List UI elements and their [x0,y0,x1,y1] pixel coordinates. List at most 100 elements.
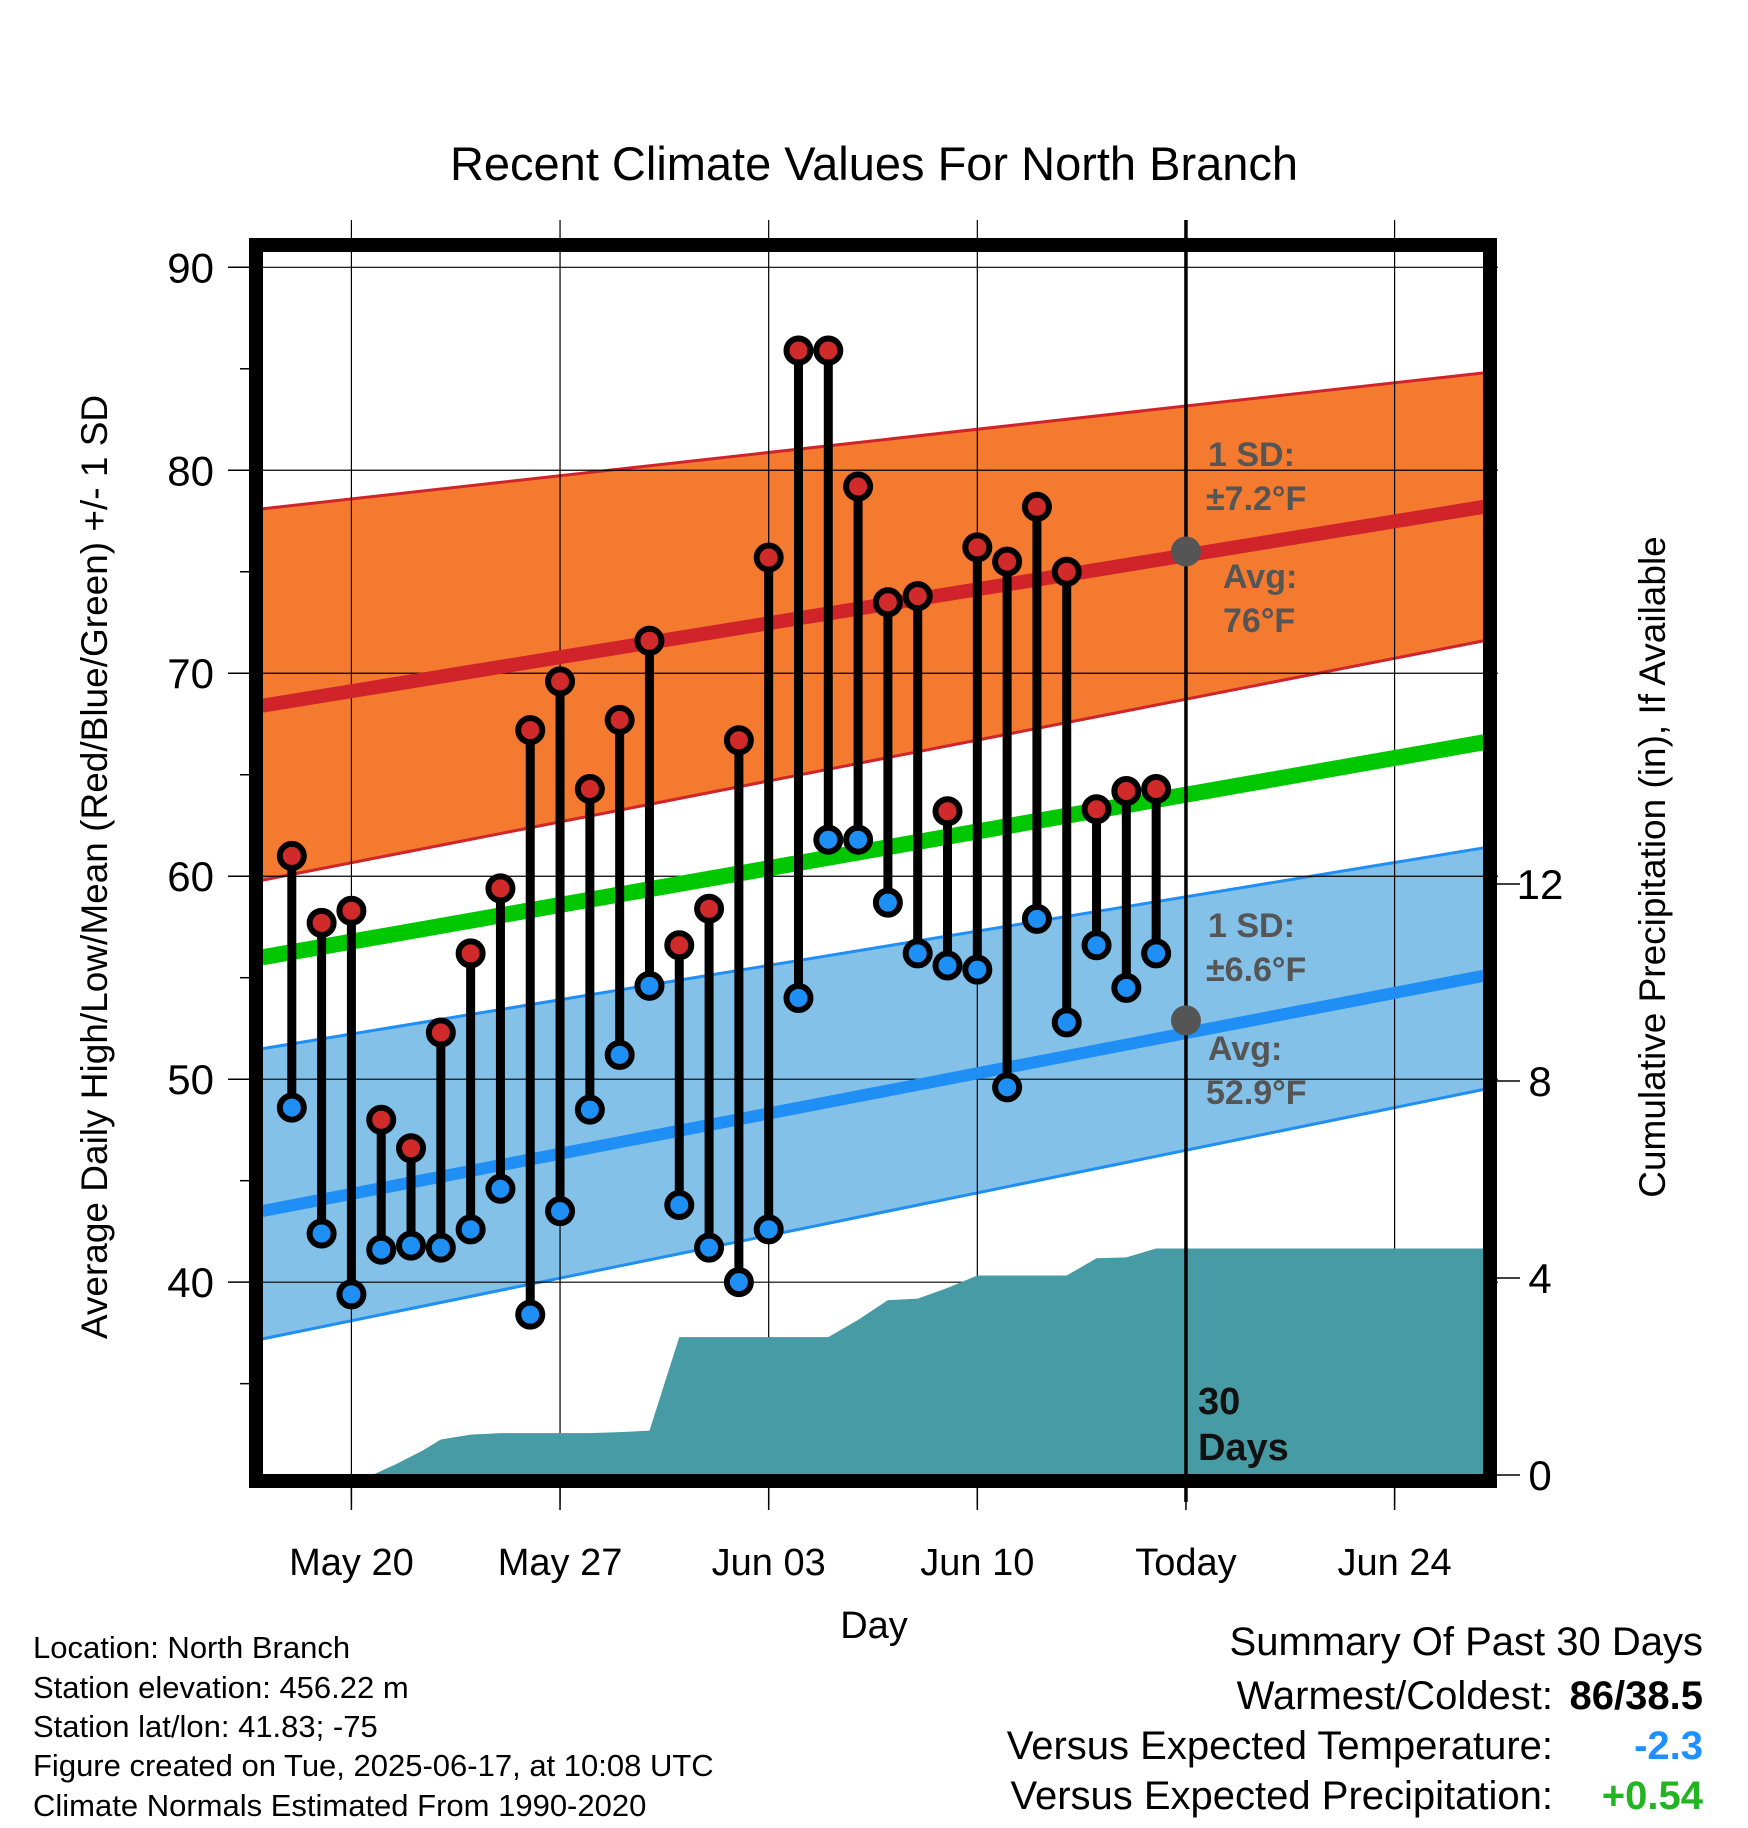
period-label-line-1: 30 [1198,1381,1240,1423]
y-right-tick-label: 12 [1517,861,1564,908]
high-sd-band-lower-edge [261,639,1485,882]
daily-high-point [545,666,576,697]
daily-high-point [783,335,814,366]
daily-low-point [902,938,933,969]
x-tick-label: Jun 03 [712,1542,826,1584]
y-left-tick-label: 70 [167,650,214,697]
y-left-tick-label: 60 [167,853,214,900]
daily-low-point [1111,972,1142,1003]
y-left-tick-label: 90 [167,244,214,291]
mean-normal-line [260,734,1486,966]
low-sd-value: ±6.6°F [1206,951,1306,989]
info-elevation: Station elevation: 456.22 m [33,1670,409,1705]
y-axis-right-label: Cumulative Precipitation (in), If Availa… [1632,536,1673,1198]
daily-low-point [545,1196,576,1227]
summary-coldest: /38.5 [1614,1674,1703,1718]
daily-low-point [604,1039,635,1070]
daily-low-point [932,950,963,981]
low-sd-band-lower-edge [261,1087,1485,1341]
low-avg-marker [1170,1005,1201,1036]
daily-high-point [664,930,695,961]
daily-high-point [425,1017,456,1048]
daily-high-point [336,895,367,926]
daily-high-point [574,773,605,804]
info-location: Location: North Branch [33,1630,351,1665]
daily-low-point [574,1094,605,1125]
x-axis-label: Day [840,1605,908,1647]
daily-low-point [336,1279,367,1310]
precip-area [372,1248,1484,1475]
daily-high-point [276,840,307,871]
daily-low-point [1051,1007,1082,1038]
daily-high-point [1111,775,1142,806]
summary-temp-row: Versus Expected Temperature: -2.3 [1007,1724,1703,1769]
daily-low-point [276,1092,307,1123]
high-sd-band-upper-edge [261,371,1485,511]
y-left-tick-label: 40 [167,1259,214,1306]
summary-temp-value: -2.3 [1634,1724,1703,1768]
info-normals: Climate Normals Estimated From 1990-2020 [33,1788,647,1823]
low-avg-label: Avg: [1208,1030,1282,1068]
normal-annotations: 1 SD: ±7.2°F Avg: 76°F 1 SD: ±6.6°F Avg: 52.9°F [1170,436,1307,1112]
summary-temp-label: Versus Expected Temperature: [1006,1724,1553,1768]
low-normal-line [260,969,1486,1218]
x-tick-label: May 27 [498,1542,623,1584]
high-avg-label: Avg: [1223,558,1297,596]
daily-low-point [694,1232,725,1263]
chart-title: Recent Climate Values For North Branch [450,137,1298,190]
daily-range-bars [276,335,1172,1330]
daily-high-point [872,587,903,618]
daily-high-point [902,581,933,612]
daily-high-point [694,893,725,924]
y-left-tick-label: 80 [167,447,214,494]
daily-high-point [455,938,486,969]
summary-precip-value: +0.54 [1601,1774,1703,1818]
daily-high-point [485,873,516,904]
x-tick-label: Jun 24 [1338,1542,1452,1584]
daily-low-point [306,1218,337,1249]
daily-high-point [515,715,546,746]
daily-low-point [753,1214,784,1245]
info-latlon: Station lat/lon: 41.83; -75 [33,1709,378,1744]
daily-high-point [306,907,337,938]
daily-low-point [366,1234,397,1265]
low-sd-label: 1 SD: [1208,907,1295,945]
daily-high-point [932,796,963,827]
daily-low-point [872,887,903,918]
summary-warm-cold-value: 86/38.5 [1553,1674,1703,1719]
daily-low-point [992,1072,1023,1103]
low-sd-band-upper-edge [261,846,1485,1051]
daily-high-point [396,1133,427,1164]
high-avg-marker [1170,536,1201,567]
daily-low-point [396,1230,427,1261]
axes: 40 50 60 70 80 90 0 4 8 12 May 20 May 27 Jun 03 Jun 1… [167,238,1564,1584]
high-normal-line [260,499,1486,713]
daily-high-point [366,1104,397,1135]
daily-high-point [992,546,1023,577]
daily-low-point [664,1190,695,1221]
daily-high-point [634,625,665,656]
summary-precip-label: Versus Expected Precipitation: [1010,1774,1553,1818]
daily-low-point [455,1214,486,1245]
plot-frame [249,238,1497,1488]
daily-low-point [962,954,993,985]
daily-low-point [1021,903,1052,934]
y-right-tick-label: 0 [1528,1452,1551,1499]
precipitation-area [372,1248,1484,1475]
daily-high-point [843,471,874,502]
daily-low-point [813,824,844,855]
y-right-tick-label: 8 [1528,1058,1551,1105]
daily-low-point [723,1267,754,1298]
daily-high-point [723,725,754,756]
x-tick-label: May 20 [289,1542,414,1584]
x-tick-label: Today [1135,1542,1236,1584]
high-sd-value: ±7.2°F [1206,480,1306,518]
low-avg-value: 52.9°F [1206,1074,1307,1112]
high-sd-label: 1 SD: [1208,436,1295,474]
x-tick-label: Jun 10 [920,1542,1034,1584]
summary-warmest: 86 [1569,1674,1615,1718]
daily-low-point [515,1299,546,1330]
daily-high-point [1051,556,1082,587]
daily-high-point [962,532,993,563]
